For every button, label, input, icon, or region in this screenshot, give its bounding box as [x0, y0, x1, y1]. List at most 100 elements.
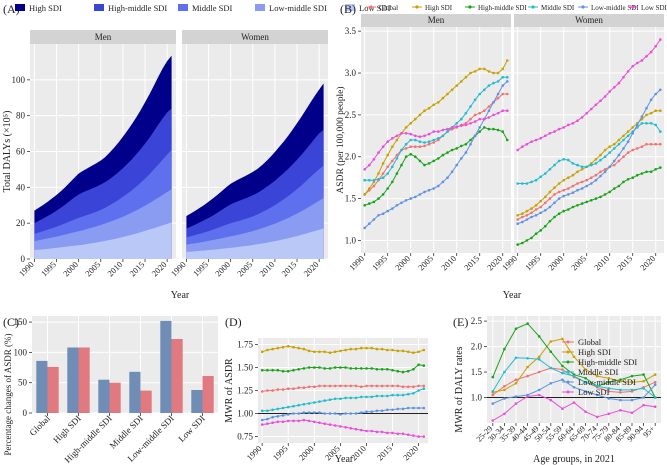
data-point: [328, 398, 332, 402]
data-point: [567, 208, 570, 211]
data-point: [580, 168, 584, 171]
bar-men-high-middle-sdi: [98, 379, 110, 413]
data-point: [432, 130, 436, 133]
y-tick-label: 50: [18, 378, 28, 388]
data-point: [281, 420, 285, 424]
x-tick-label: 2000: [546, 253, 565, 272]
data-point: [626, 70, 630, 73]
data-point: [409, 145, 413, 148]
data-point: [561, 378, 564, 382]
panel-title: (B): [340, 2, 356, 16]
data-point: [562, 188, 565, 192]
legend-swatch-high-middle-sdi: [94, 4, 104, 11]
data-point: [437, 130, 440, 133]
data-point: [386, 209, 390, 213]
legend-marker-global: [369, 5, 373, 9]
data-point: [372, 218, 376, 221]
data-point: [599, 174, 602, 178]
data-point: [530, 236, 533, 240]
data-point: [506, 92, 509, 96]
data-point: [487, 127, 491, 131]
data-point: [344, 366, 347, 369]
data-point: [617, 153, 621, 157]
data-point: [377, 214, 380, 217]
data-point: [307, 419, 311, 423]
data-point: [617, 138, 621, 142]
data-point: [417, 406, 420, 410]
data-point: [404, 126, 408, 129]
data-point: [571, 205, 575, 209]
data-point: [530, 207, 533, 210]
data-point: [344, 426, 347, 429]
data-point: [469, 117, 472, 121]
data-point: [594, 103, 598, 107]
data-point: [372, 158, 376, 161]
data-point: [400, 148, 403, 152]
data-point: [539, 229, 542, 232]
data-point: [548, 132, 552, 135]
data-point: [380, 347, 384, 351]
data-point: [302, 367, 306, 370]
data-point: [313, 350, 316, 354]
data-point: [501, 109, 505, 112]
data-point: [271, 389, 274, 392]
legend-label-high-sdi: High SDI: [425, 4, 453, 12]
data-point: [530, 211, 533, 215]
data-point: [492, 127, 495, 131]
y-tick-label: 60: [16, 147, 26, 157]
data-point: [370, 410, 374, 414]
data-point: [432, 141, 436, 144]
data-point: [441, 128, 445, 132]
data-point: [492, 81, 495, 85]
data-point: [516, 243, 519, 246]
data-point: [412, 385, 415, 389]
data-point: [469, 105, 472, 108]
data-point: [580, 202, 584, 205]
data-point: [391, 408, 394, 412]
data-point: [292, 419, 295, 423]
legend-marker-global: [566, 340, 570, 344]
data-point: [576, 188, 579, 192]
data-point: [396, 369, 400, 373]
data-point: [659, 130, 662, 133]
y-tick-label: 2.0: [345, 152, 357, 162]
x-axis-title: Year: [503, 290, 522, 301]
data-point: [549, 340, 553, 343]
data-point: [483, 67, 486, 71]
data-point: [450, 88, 454, 92]
bar-men-high-sdi: [67, 347, 79, 413]
data-point: [642, 403, 645, 407]
data-point: [501, 67, 505, 71]
data-point: [328, 412, 332, 415]
data-point: [313, 420, 316, 424]
data-point: [414, 138, 417, 142]
data-point: [286, 419, 290, 423]
x-tick-label: 2000: [61, 259, 80, 278]
data-point: [365, 395, 368, 399]
legend-marker-low-middle-sdi: [566, 380, 570, 384]
data-point: [370, 429, 374, 433]
data-point: [473, 120, 477, 123]
data-point: [464, 151, 468, 154]
data-point: [427, 106, 431, 110]
data-point: [630, 398, 634, 402]
data-point: [276, 346, 280, 350]
bar-men-global: [36, 360, 48, 413]
x-tick-label: 2000: [213, 259, 232, 278]
data-point: [381, 172, 385, 175]
data-point: [391, 145, 394, 148]
data-point: [599, 153, 602, 157]
data-point: [567, 193, 570, 196]
data-point: [375, 430, 379, 434]
data-point: [571, 173, 575, 177]
data-point: [572, 374, 576, 378]
data-point: [626, 130, 630, 133]
data-point: [391, 348, 394, 352]
data-point: [414, 195, 417, 199]
data-point: [496, 96, 500, 100]
data-point: [640, 145, 644, 148]
data-point: [323, 367, 327, 370]
data-point: [492, 113, 495, 117]
data-point: [370, 384, 374, 388]
data-point: [307, 385, 311, 389]
